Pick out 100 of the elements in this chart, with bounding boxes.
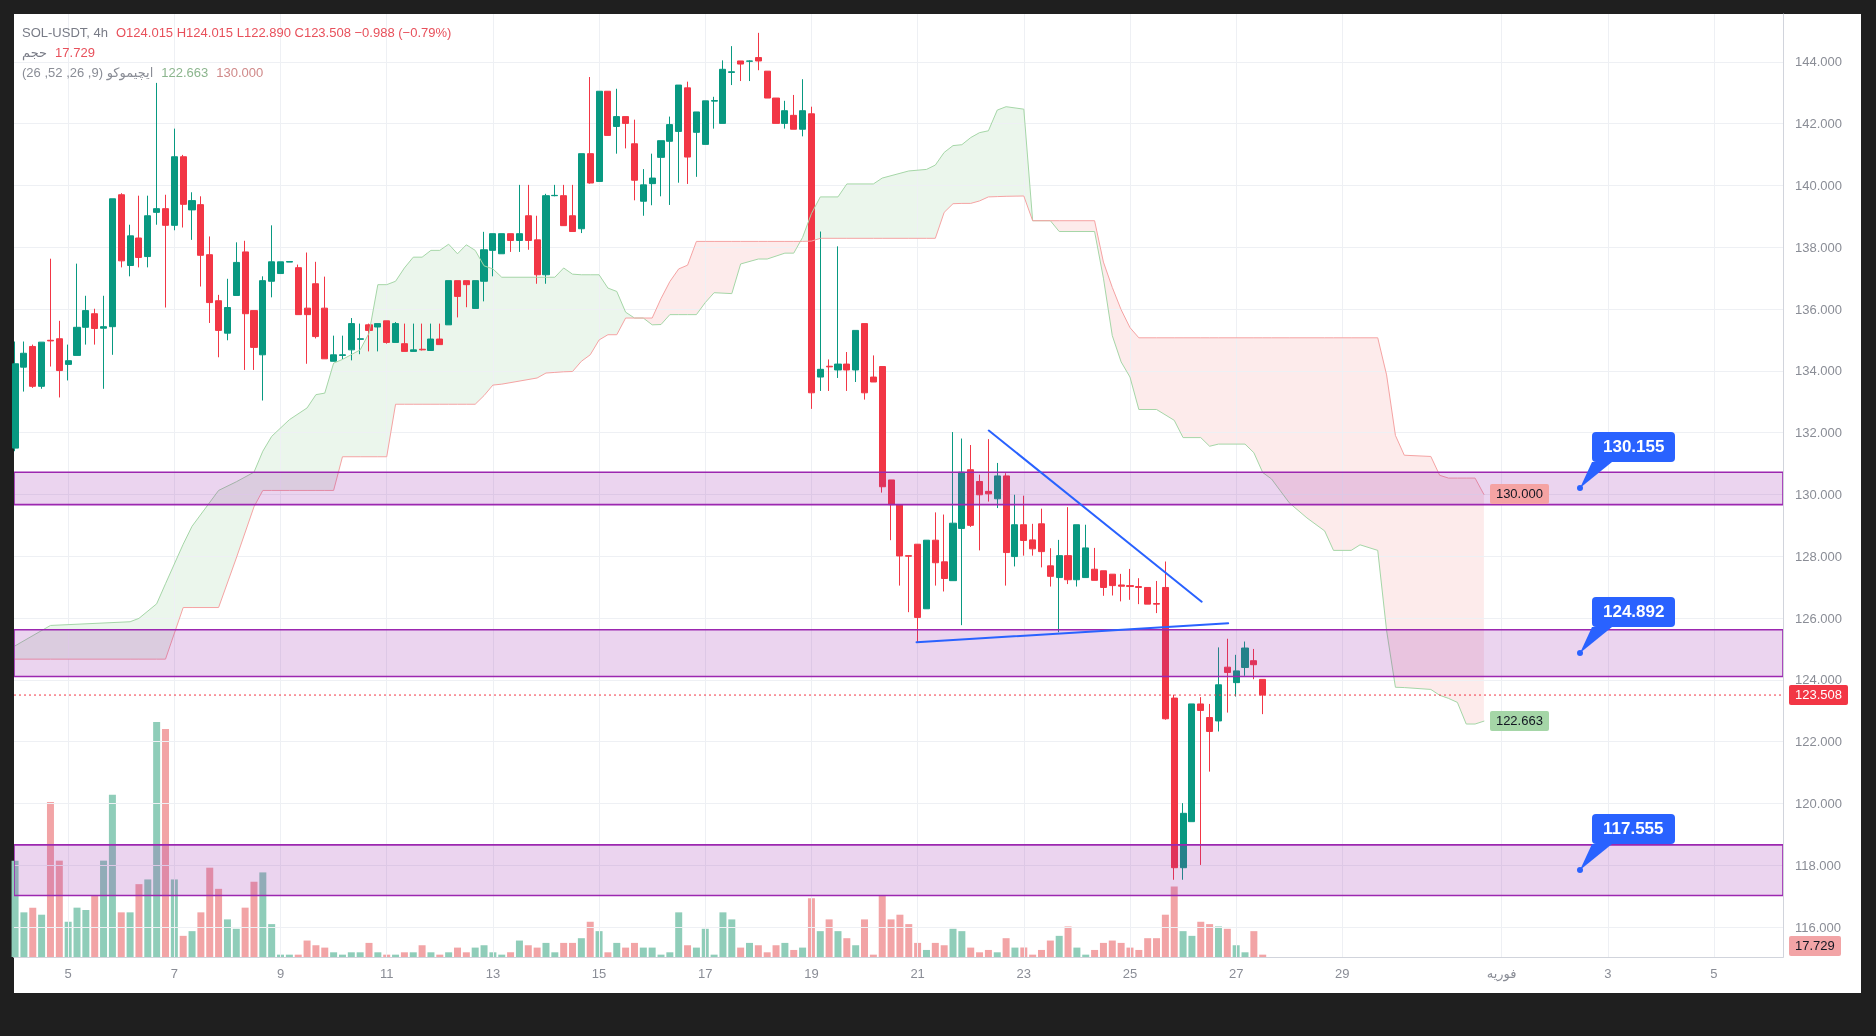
candlestick	[498, 233, 505, 255]
bar	[29, 907, 37, 957]
bar	[418, 945, 426, 957]
candlestick	[1144, 586, 1151, 605]
bar	[330, 952, 338, 957]
bar	[46, 801, 54, 957]
candlestick	[65, 344, 72, 381]
bar	[135, 884, 143, 957]
candlestick	[259, 275, 266, 402]
bar	[560, 942, 568, 957]
candlestick	[1047, 547, 1054, 588]
bar	[400, 952, 408, 957]
bar	[91, 895, 99, 957]
bar	[321, 947, 329, 957]
candlestick	[268, 224, 275, 298]
bar	[799, 947, 807, 957]
bar	[816, 931, 824, 957]
text: 122.663	[161, 65, 209, 80]
x-tick-label: فوریه	[1486, 966, 1517, 982]
candlestick	[746, 59, 753, 82]
bar	[754, 945, 762, 957]
candlestick	[781, 100, 788, 130]
candlestick	[1003, 472, 1010, 587]
candlestick	[1082, 524, 1089, 579]
candlestick	[861, 323, 868, 401]
candlestick	[436, 323, 443, 346]
x-tick-label: 27	[1228, 966, 1244, 981]
candlestick	[454, 280, 461, 318]
bar	[1214, 926, 1222, 957]
band-label: 117.555	[1592, 814, 1675, 845]
text: 130.000	[216, 65, 264, 80]
data-label: 130.000	[1489, 484, 1549, 505]
candlestick	[640, 168, 647, 217]
bar	[993, 952, 1001, 957]
candlestick	[206, 235, 213, 324]
text: SOL-USDT, 4h	[22, 25, 108, 40]
candlestick	[799, 78, 806, 137]
x-tick-label: 17	[698, 966, 713, 981]
bar	[533, 947, 541, 957]
candlestick	[1206, 703, 1213, 773]
candlestick	[100, 295, 107, 390]
y-tick-label: 130.000	[1795, 486, 1842, 502]
candlestick	[737, 60, 744, 82]
candlestick	[38, 341, 45, 390]
x-tick-label: 7	[170, 966, 178, 981]
bar	[1197, 921, 1205, 957]
bar	[728, 919, 736, 957]
candlestick	[534, 215, 541, 285]
x-tick-label: 3	[1604, 966, 1612, 981]
bar	[197, 912, 205, 957]
candlestick	[976, 474, 983, 551]
candlestick	[914, 543, 921, 644]
bar	[179, 935, 187, 957]
y-tick-label: 126.000	[1795, 610, 1842, 626]
candlestick	[392, 321, 399, 343]
candlestick	[1038, 508, 1045, 568]
x-tick-label: 29	[1335, 966, 1350, 981]
bar	[684, 945, 692, 957]
bar	[462, 952, 470, 957]
y-tick-label: 136.000	[1795, 301, 1842, 317]
data-label: 122.663	[1489, 711, 1549, 732]
candlestick	[277, 261, 284, 275]
bar	[843, 938, 851, 957]
candlestick	[826, 358, 833, 392]
annotation: 17.729	[55, 45, 95, 60]
bar	[206, 867, 214, 957]
bar	[692, 947, 700, 957]
bar	[259, 872, 267, 957]
text: 17.729	[1789, 936, 1841, 956]
bar	[613, 942, 621, 957]
bar	[1206, 924, 1214, 957]
candlestick	[852, 329, 859, 383]
candlestick	[613, 88, 620, 155]
bar	[1241, 952, 1249, 957]
bar	[1170, 886, 1178, 957]
y-tick-label: 116.000	[1795, 919, 1842, 935]
bar	[1108, 940, 1116, 957]
bar	[1223, 928, 1231, 957]
annotation: ایچیموکو (9, 26, 52, 26)	[22, 65, 154, 80]
bar	[763, 952, 771, 957]
x-tick-label: 11	[379, 966, 394, 981]
candlestick	[808, 106, 815, 410]
ref-line-label: 123.508	[1789, 685, 1848, 706]
y-tick-label: 140.000	[1795, 177, 1842, 193]
candlestick	[560, 184, 567, 227]
bar	[1144, 938, 1152, 957]
bar	[967, 947, 975, 957]
bar	[215, 888, 223, 957]
candlestick	[684, 81, 691, 185]
candlestick	[525, 184, 532, 251]
y-tick-label: 144.000	[1795, 54, 1842, 70]
candlestick	[649, 153, 656, 206]
bar	[453, 947, 461, 957]
bar	[38, 914, 46, 957]
bar	[940, 945, 948, 957]
candlestick	[330, 335, 337, 362]
candlestick	[383, 320, 390, 345]
candlestick	[587, 76, 594, 185]
bar	[604, 952, 612, 957]
bar	[790, 949, 798, 957]
